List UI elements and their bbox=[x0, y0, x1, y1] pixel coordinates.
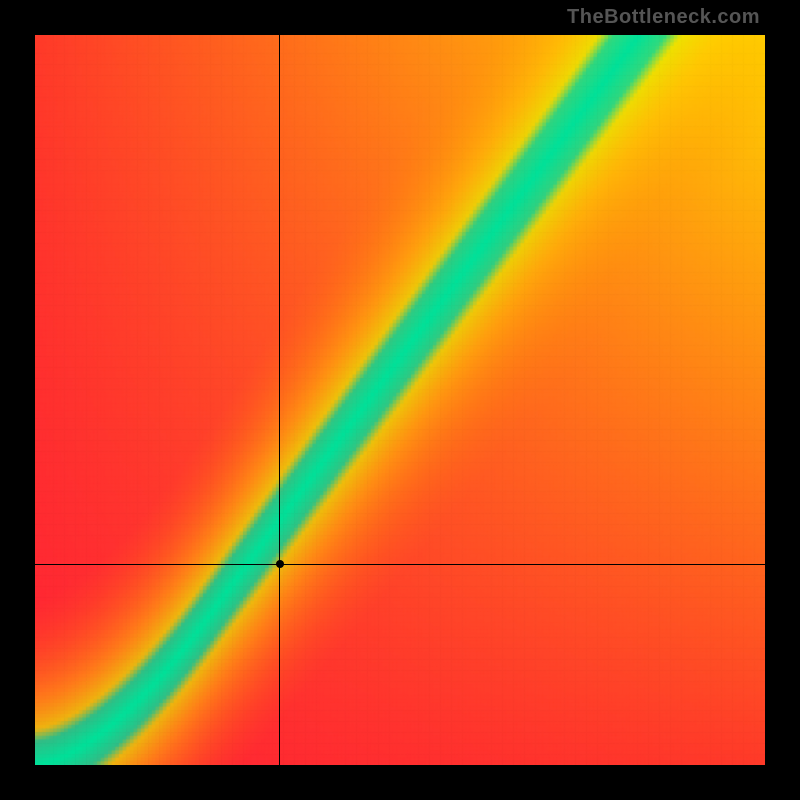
crosshair-horizontal bbox=[35, 564, 765, 565]
crosshair-vertical bbox=[279, 35, 280, 765]
watermark-text: TheBottleneck.com bbox=[567, 6, 760, 29]
chart-outer: TheBottleneck.com bbox=[0, 0, 800, 800]
crosshair-dot bbox=[276, 560, 284, 568]
heatmap-canvas bbox=[35, 35, 765, 765]
